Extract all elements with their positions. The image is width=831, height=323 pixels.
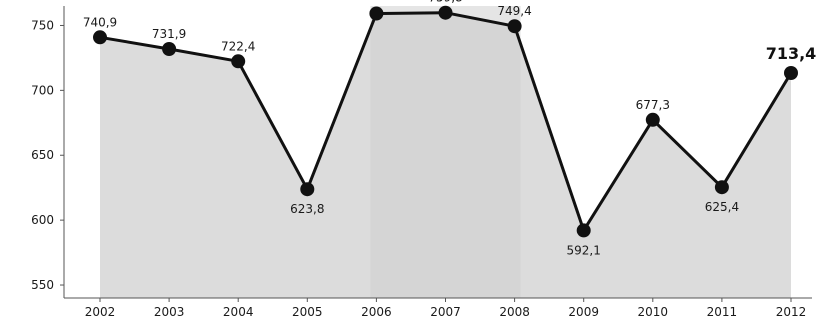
highlight-data-label: 713,4 <box>766 44 817 63</box>
data-label: 625,4 <box>705 200 739 214</box>
y-tick-label: 650 <box>31 148 54 162</box>
x-tick-label: 2002 <box>85 305 116 319</box>
y-tick-label: 700 <box>31 83 54 97</box>
x-tick-label: 2009 <box>568 305 599 319</box>
y-tick-label: 600 <box>31 213 54 227</box>
x-tick-label: 2008 <box>499 305 530 319</box>
x-tick-label: 2011 <box>707 305 738 319</box>
highlight-band <box>370 6 521 298</box>
x-tick-label: 2005 <box>292 305 323 319</box>
data-label: 749,4 <box>497 4 531 18</box>
x-tick-label: 2010 <box>638 305 669 319</box>
x-tick-label: 2006 <box>361 305 392 319</box>
x-tick-label: 2007 <box>430 305 461 319</box>
x-tick-label: 2003 <box>154 305 185 319</box>
data-point <box>645 112 660 127</box>
y-tick-label: 750 <box>31 18 54 32</box>
data-point <box>714 180 729 195</box>
data-label: 722,4 <box>221 39 255 53</box>
data-point <box>507 19 522 34</box>
chart-axes: 550 600 650 700 750 2002 2003 2004 2005 2006 2007 2… <box>31 6 812 319</box>
data-point <box>300 182 315 197</box>
data-label: 623,8 <box>290 202 324 216</box>
data-label: 740,9 <box>83 15 117 29</box>
data-label: 731,9 <box>152 27 186 41</box>
data-label: 592,1 <box>567 243 601 257</box>
chart-background <box>100 6 791 298</box>
chart-data-labels: 740,9 731,9 722,4 623,8 759,8 749,4 592,1 677,3… <box>83 0 816 257</box>
data-point <box>93 30 107 45</box>
data-point <box>438 5 453 20</box>
data-point <box>369 6 384 21</box>
data-point <box>784 66 798 80</box>
data-label: 677,3 <box>636 98 670 112</box>
x-tick-label: 2012 <box>776 305 807 319</box>
data-label: 759,8 <box>428 0 462 5</box>
x-tick-label: 2004 <box>223 305 254 319</box>
y-tick-label: 550 <box>31 278 54 292</box>
data-point <box>162 42 177 56</box>
data-point <box>231 54 246 69</box>
chart-points <box>93 5 798 238</box>
data-point <box>576 223 591 238</box>
